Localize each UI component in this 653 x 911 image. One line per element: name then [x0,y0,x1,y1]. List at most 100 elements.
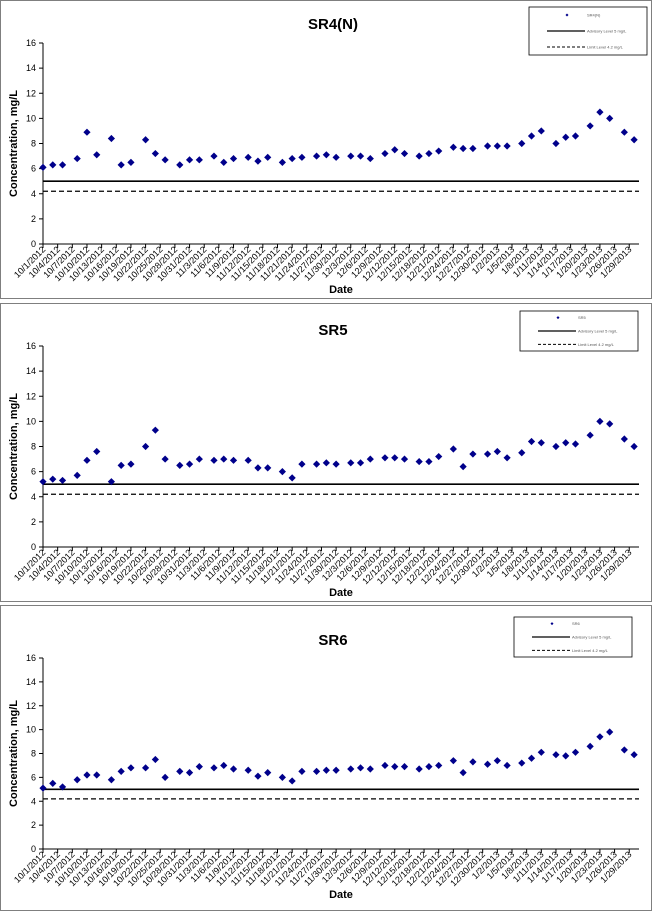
data-point [391,454,399,462]
data-point [571,440,580,448]
data-point [83,128,91,136]
data-point [151,426,159,434]
data-point [527,437,536,446]
data-point [322,766,330,774]
data-point [185,460,194,468]
data-point [425,149,433,158]
y-tick-label: 0 [31,844,36,854]
data-point [229,154,238,163]
data-point [537,439,545,447]
y-tick-label: 8 [31,442,36,452]
data-point [49,779,57,787]
data-point [347,152,355,160]
data-point [49,475,57,483]
data-point [366,455,374,463]
data-point [459,144,467,153]
y-tick-label: 10 [26,416,36,426]
legend-label: SR4(N) [587,13,601,18]
y-tick-label: 6 [31,467,36,477]
y-axis-label: Concentration, mg/L [8,393,20,500]
data-point [493,757,501,765]
data-point [210,456,218,464]
data-point [449,143,457,151]
data-point [596,733,604,741]
y-tick-label: 8 [31,139,36,149]
data-point [254,157,262,165]
data-point [527,754,536,762]
data-point [332,766,340,774]
data-point [141,136,150,144]
data-point [483,142,492,150]
data-point [107,776,115,784]
data-point [117,461,125,469]
data-point [264,153,272,161]
legend-label: Advisory Level 5 mg/L [572,635,612,640]
data-point [518,759,526,767]
data-point [161,773,169,781]
data-point [493,447,501,456]
legend-label: Limit Level 4.2 mg/L [578,342,615,347]
data-point [73,471,81,479]
data-point [312,767,321,776]
data-point [141,442,150,451]
y-tick-label: 14 [26,677,36,687]
chart-svg-sr6: SR6024681012141610/1/201210/4/201210/7/2… [8,616,639,901]
data-point [288,474,296,482]
y-tick-label: 0 [31,542,36,552]
data-point [195,763,203,771]
data-point [562,752,570,760]
data-point [503,454,511,462]
y-tick-label: 10 [26,113,36,123]
data-point [332,153,340,161]
data-point [425,457,433,466]
data-point [571,748,580,756]
y-tick-label: 0 [31,239,36,249]
data-point [435,147,443,155]
y-tick-label: 14 [26,366,36,376]
data-point [415,457,423,466]
data-point [400,763,409,771]
data-point [195,156,203,164]
data-point [469,758,477,766]
x-axis-label: Date [329,284,353,296]
y-tick-label: 16 [26,341,36,351]
legend-label: Limit Level 4.2 mg/L [572,648,609,653]
data-point [312,460,321,468]
data-point [630,442,638,451]
y-tick-label: 4 [31,189,36,199]
y-tick-label: 10 [26,725,36,735]
data-point [195,455,203,463]
data-point [400,149,409,158]
data-point [586,742,594,750]
data-point [606,420,614,428]
chart-title-sr5: SR5 [318,322,347,339]
data-point [58,161,67,169]
data-point [459,769,467,777]
data-point [400,455,409,463]
y-tick-label: 2 [31,517,36,527]
data-point [185,769,194,777]
chart-panel-sr5: SR5 0 2 4 6 8 10 12 14 16 10/1/2012 10/4/2012 10/7/2… [0,303,652,602]
data-point [620,435,628,443]
chart-title-sr6: SR6 [318,632,347,649]
y-tick-label: 4 [31,796,36,806]
data-point [415,152,423,160]
data-point [527,132,536,140]
legend-label: SR5 [578,315,587,320]
data-point [39,784,47,792]
data-point [366,154,374,163]
data-point [210,764,218,772]
legend-label: SR6 [572,621,581,626]
data-point [381,149,389,158]
data-point [483,760,492,768]
data-point [571,132,580,140]
data-point [73,154,81,163]
data-point [366,765,374,773]
y-tick-label: 4 [31,492,36,502]
data-point [606,728,614,736]
data-point [518,139,526,148]
data-point [127,764,135,772]
data-point [288,777,296,785]
chart-title-sr4n: SR4(N) [308,16,358,33]
data-point [93,151,101,159]
